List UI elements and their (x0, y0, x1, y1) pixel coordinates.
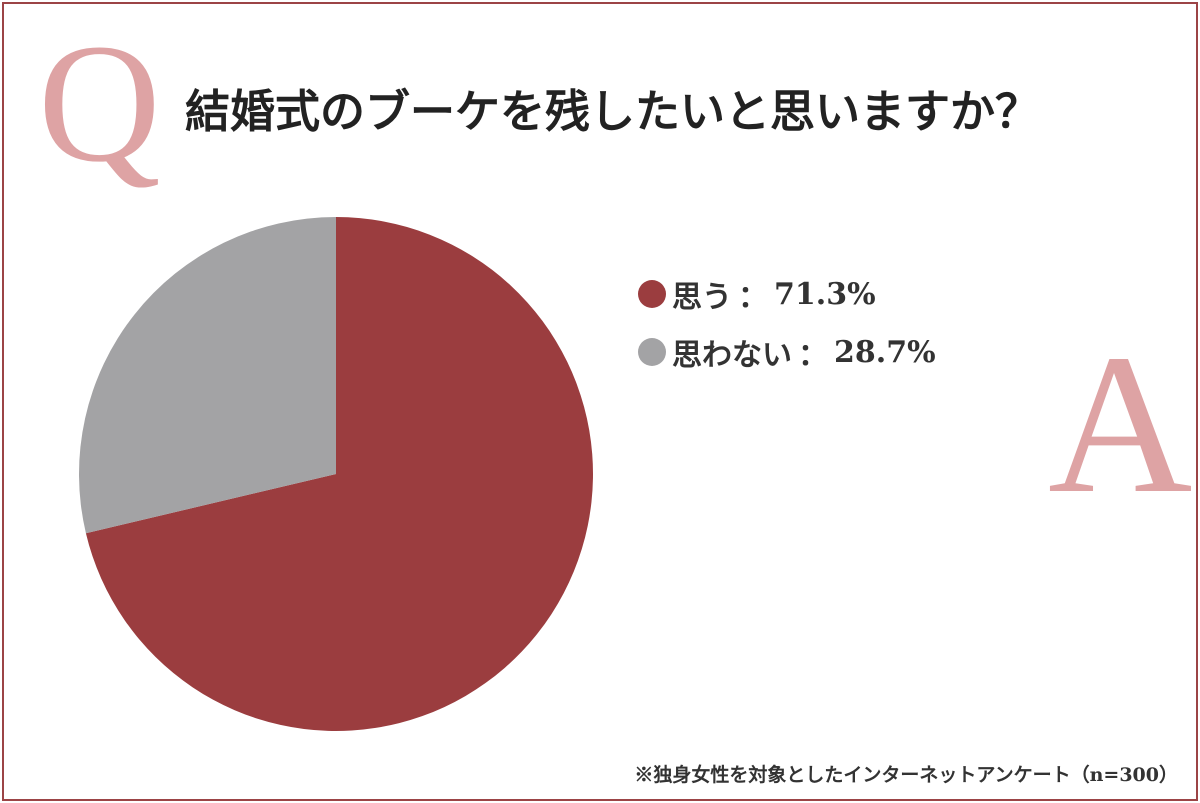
legend-label-no: 思わない (672, 338, 792, 373)
pie-slice-no (79, 217, 336, 534)
legend-value-no: 28.7% (834, 334, 936, 370)
legend-label-yes: 思う (672, 280, 732, 315)
legend-dot-yes (638, 280, 666, 308)
legend-value-yes: 71.3% (774, 276, 876, 312)
chart-title: 結婚式のブーケを残したいと思いますか？ (185, 85, 1041, 138)
legend: 思う ： 71.3% 思わない ： 28.7% (638, 268, 936, 384)
legend-item-no: 思わない ： 28.7% (638, 326, 936, 378)
legend-separator-yes: ： (738, 280, 768, 315)
footnote: ※独身女性を対象としたインターネットアンケート（n=300） (634, 764, 1178, 786)
question-marker: Q (38, 9, 161, 197)
pie-slice-yes (85, 217, 593, 731)
legend-separator-no: ： (798, 338, 828, 373)
legend-item-yes: 思う ： 71.3% (638, 268, 936, 320)
legend-dot-no (638, 338, 666, 366)
answer-marker: A (1048, 314, 1193, 535)
